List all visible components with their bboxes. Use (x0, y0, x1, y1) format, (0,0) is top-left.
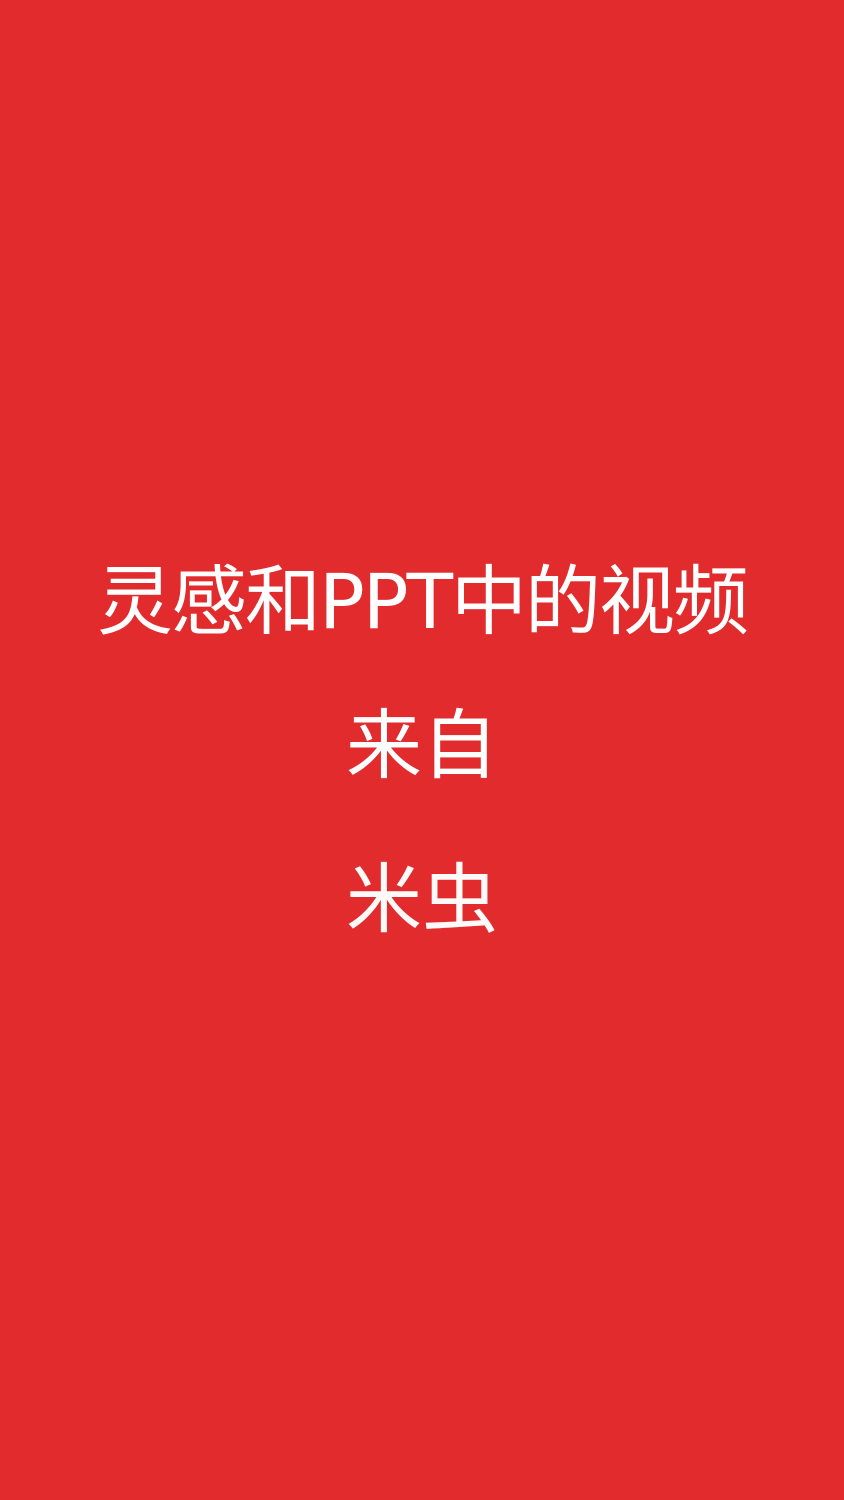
author-name: 米虫 (346, 855, 498, 944)
headline-text: 灵感和PPT中的视频 (96, 557, 749, 646)
from-label: 来自 (346, 701, 498, 790)
